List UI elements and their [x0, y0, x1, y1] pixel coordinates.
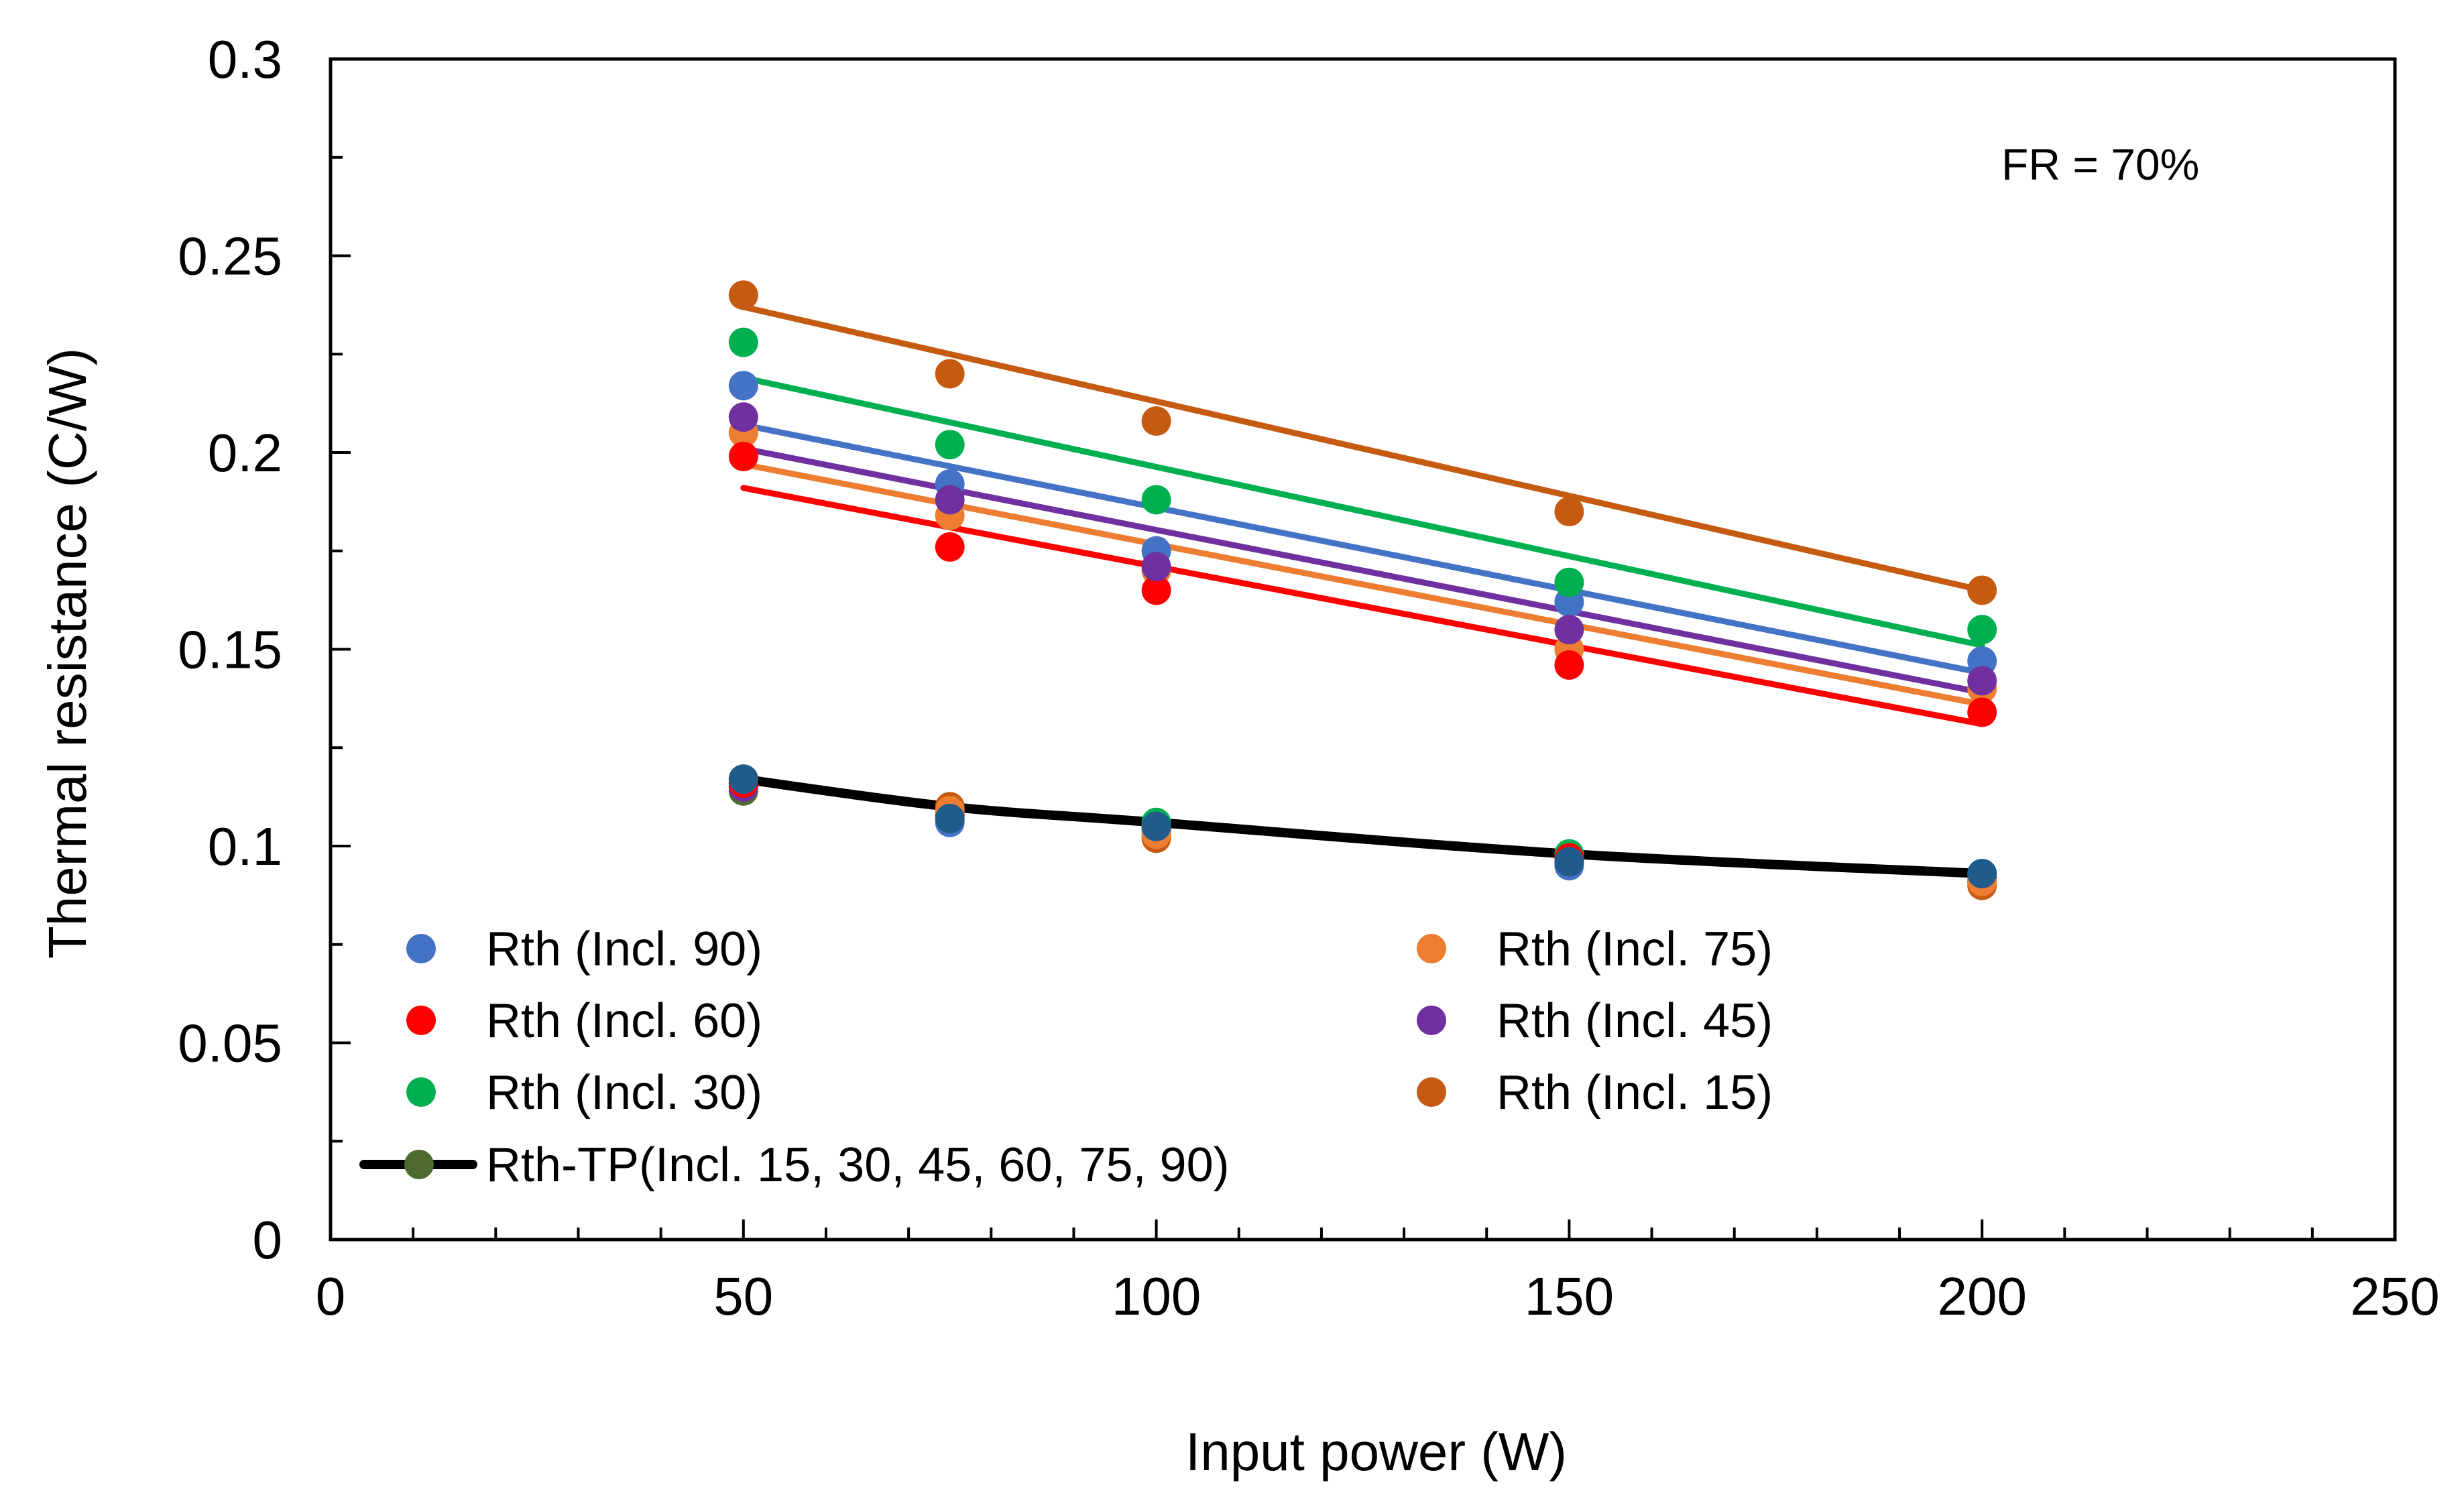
- data-point-incl-15: [935, 359, 965, 389]
- legend-label: Rth (Incl. 60): [486, 994, 762, 1048]
- y-tick-label: 0.15: [178, 620, 282, 680]
- data-point-incl-15: [1554, 497, 1584, 527]
- legend-marker: [1417, 1077, 1446, 1107]
- annotation-fr: FR = 70%: [2001, 139, 2199, 189]
- data-point-incl-15: [1967, 575, 1997, 605]
- fit-line-15: [740, 304, 1985, 593]
- data-point-incl-15: [728, 280, 758, 310]
- plot-area: [728, 280, 1997, 900]
- data-point-incl-30: [935, 430, 965, 460]
- x-tick-label: 100: [1112, 1266, 1201, 1326]
- legend: Rth (Incl. 90) Rth (Incl. 75) Rth (Incl. 6…: [359, 922, 1773, 1192]
- legend-label: Rth (Incl. 90): [486, 922, 762, 976]
- legend-marker: [406, 1077, 436, 1107]
- legend-label-tp: Rth-TP(Incl. 15, 30, 45, 60, 75, 90): [486, 1138, 1230, 1192]
- fit-line-45: [740, 445, 1985, 696]
- tp-point: [1554, 847, 1584, 877]
- legend-marker: [406, 934, 436, 963]
- data-point-incl-45: [1141, 552, 1171, 582]
- tp-point: [1141, 811, 1171, 841]
- data-point-incl-90: [728, 371, 758, 401]
- legend-label: Rth (Incl. 75): [1497, 922, 1773, 976]
- y-tick-label: 0.05: [178, 1014, 282, 1073]
- fit-line-90: [740, 422, 1985, 676]
- axes: 0 50 100 150 200 250 0 0.05 0.1 0.15 0.2 0.25 0.3: [178, 29, 2439, 1326]
- x-tick-label: 200: [1937, 1266, 2026, 1326]
- data-point-incl-30: [728, 327, 758, 357]
- data-point-incl-30: [1967, 615, 1997, 645]
- y-tick-label: 0.2: [208, 423, 282, 483]
- data-point-incl-15: [1141, 406, 1171, 436]
- data-point-incl-45: [1967, 666, 1997, 696]
- legend-marker: [1417, 934, 1446, 963]
- data-point-incl-45: [935, 485, 965, 515]
- data-point-incl-60: [1554, 650, 1584, 680]
- data-point-incl-60: [1141, 575, 1171, 605]
- data-point-incl-60: [1967, 697, 1997, 727]
- legend-marker: [1417, 1006, 1446, 1035]
- x-tick-label: 150: [1525, 1266, 1614, 1326]
- fit-line-75: [740, 461, 1985, 708]
- x-tick-label: 50: [713, 1266, 773, 1326]
- tp-curve-line: [738, 774, 1987, 879]
- tp-point: [1967, 859, 1997, 889]
- data-point-incl-45: [728, 402, 758, 432]
- x-tick-label: 0: [316, 1266, 346, 1326]
- legend-label: Rth (Incl. 15): [1497, 1066, 1773, 1120]
- tp-point: [728, 764, 758, 794]
- plot-frame: [329, 57, 2397, 1242]
- fit-line-30: [740, 374, 1985, 649]
- x-tick-label: 250: [2350, 1266, 2439, 1326]
- y-tick-label: 0: [253, 1210, 283, 1270]
- x-axis-title: Input power (W): [1185, 1422, 1567, 1482]
- data-point-incl-60: [935, 532, 965, 562]
- y-tick-label: 0.1: [208, 817, 282, 876]
- tp-point: [935, 803, 965, 833]
- data-point-incl-30: [1554, 567, 1584, 597]
- data-point-incl-30: [1141, 485, 1171, 515]
- legend-label: Rth (Incl. 30): [486, 1066, 762, 1120]
- legend-marker: [406, 1006, 436, 1035]
- legend-label: Rth (Incl. 45): [1497, 994, 1773, 1048]
- data-point-incl-45: [1554, 615, 1584, 645]
- y-tick-label: 0.25: [178, 227, 282, 286]
- y-tick-label: 0.3: [208, 29, 282, 89]
- data-point-incl-60: [728, 441, 758, 471]
- y-axis-title: Thermal resistance (C/W): [38, 348, 97, 959]
- legend-tp-marker: [404, 1150, 434, 1179]
